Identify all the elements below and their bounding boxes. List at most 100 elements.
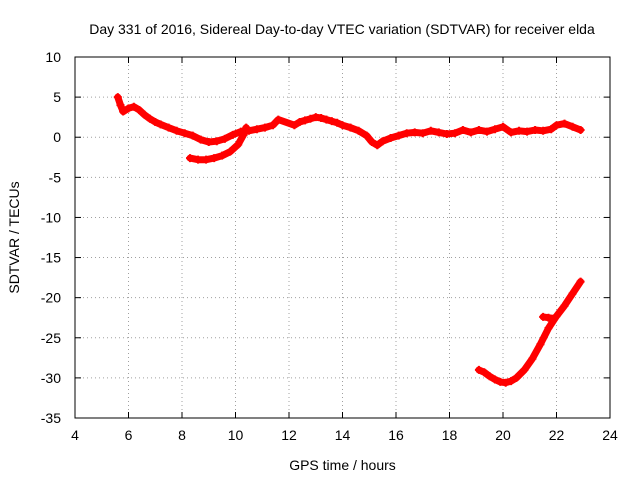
data-point — [242, 123, 251, 132]
series-line — [114, 93, 585, 149]
data-point — [202, 155, 211, 164]
x-tick-label: 24 — [602, 427, 618, 443]
data-point — [317, 113, 326, 122]
data-point — [327, 117, 336, 126]
data-point — [333, 118, 342, 127]
data-point — [482, 127, 491, 136]
data-point — [490, 375, 499, 384]
data-point — [394, 131, 403, 140]
y-tick-label: -35 — [41, 410, 61, 426]
data-point — [547, 125, 556, 134]
data-point — [239, 130, 248, 139]
data-point — [290, 121, 299, 130]
y-tick-label: -5 — [49, 169, 62, 185]
y-tick-label: -25 — [41, 330, 61, 346]
grid — [75, 57, 610, 418]
y-tick-label: -30 — [41, 370, 61, 386]
data-point — [512, 373, 521, 382]
data-point — [268, 121, 277, 130]
plot-border — [74, 56, 611, 419]
x-tick-label: 10 — [228, 427, 244, 443]
data-point — [260, 123, 269, 132]
data-point — [135, 105, 144, 114]
data-point — [434, 128, 443, 137]
data-point — [220, 134, 229, 143]
series-1 — [186, 123, 251, 164]
data-point — [338, 121, 347, 130]
data-point — [386, 134, 395, 143]
data-point — [402, 129, 411, 138]
data-point — [218, 151, 227, 160]
data-point — [426, 126, 435, 135]
data-point — [458, 126, 467, 135]
data-point — [228, 130, 237, 139]
data-point — [560, 119, 569, 128]
data-point — [196, 135, 205, 144]
data-point — [378, 137, 387, 146]
x-tick-label: 12 — [281, 427, 297, 443]
tick-labels: 4 6 8 10 12 14 16 18 20 22 24 10 5 0 -5 -10 -15 -20 -25 -30… — [41, 49, 618, 443]
data-point — [180, 129, 189, 138]
data-point — [442, 130, 451, 139]
series-line — [475, 278, 585, 387]
data-point — [474, 365, 483, 374]
plot-frame — [74, 56, 611, 419]
data-point — [346, 123, 355, 132]
data-point — [113, 93, 122, 102]
chart-title: Day 331 of 2016, Sidereal Day-to-day VTE… — [89, 21, 595, 37]
series-2 — [474, 277, 585, 387]
data-point — [536, 340, 545, 349]
data-point — [474, 126, 483, 135]
y-axis-label: SDTVAR / TECUs — [6, 181, 22, 293]
data-point — [164, 123, 173, 132]
x-tick-label: 6 — [125, 427, 133, 443]
data-point — [576, 126, 585, 135]
data-point — [480, 368, 489, 377]
data-point — [129, 102, 138, 111]
data-point — [188, 131, 197, 140]
data-point — [552, 121, 561, 130]
data-point — [568, 289, 577, 298]
data-point — [354, 126, 363, 135]
data-point — [520, 365, 529, 374]
data-point — [373, 141, 382, 150]
data-point — [274, 115, 283, 124]
x-tick-label: 20 — [495, 427, 511, 443]
x-tick-label: 14 — [335, 427, 351, 443]
data-point — [301, 116, 310, 125]
data-point — [549, 314, 558, 323]
data-point — [499, 122, 507, 131]
data-point — [466, 128, 475, 137]
data-point — [501, 378, 510, 387]
y-tick-label: -10 — [41, 209, 61, 225]
data-point — [145, 114, 154, 123]
data-point — [515, 126, 524, 135]
y-tick-label: 5 — [53, 89, 61, 105]
data-point — [418, 129, 427, 138]
series-0 — [113, 93, 585, 150]
data-point — [322, 115, 331, 124]
data-point — [450, 129, 459, 138]
data-point — [119, 107, 128, 116]
data-point — [531, 126, 540, 135]
data-point — [568, 122, 577, 131]
series-3 — [539, 312, 558, 323]
x-tick-label: 4 — [71, 427, 79, 443]
data-point — [234, 140, 243, 149]
data-point — [523, 127, 532, 136]
data-point — [367, 138, 376, 147]
data-point — [507, 377, 516, 386]
y-tick-label: -20 — [41, 290, 61, 306]
data-point — [306, 114, 315, 123]
data-point — [410, 128, 419, 137]
y-tick-label: 0 — [53, 129, 61, 145]
data-point — [560, 301, 569, 310]
data-point — [204, 138, 213, 147]
data-point — [226, 147, 235, 156]
data-point — [485, 372, 494, 381]
data-point — [186, 154, 195, 163]
data-point — [252, 125, 261, 134]
data-point — [151, 117, 160, 126]
data-point — [362, 131, 371, 140]
